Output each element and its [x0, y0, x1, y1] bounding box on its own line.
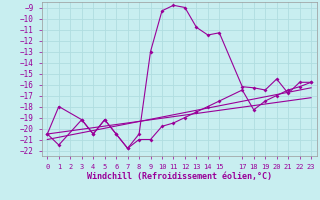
X-axis label: Windchill (Refroidissement éolien,°C): Windchill (Refroidissement éolien,°C) — [87, 172, 272, 181]
